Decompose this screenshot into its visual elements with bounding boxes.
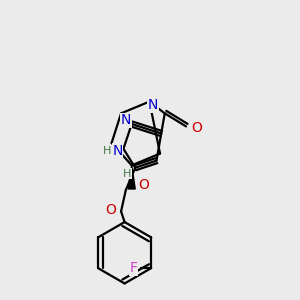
Text: O: O (191, 121, 202, 135)
Text: N: N (148, 98, 158, 112)
Polygon shape (128, 165, 135, 189)
Text: H: H (103, 146, 111, 156)
Text: H: H (123, 169, 131, 178)
Text: F: F (130, 261, 137, 275)
Text: N: N (121, 113, 131, 128)
Text: O: O (138, 178, 149, 192)
Text: N: N (112, 144, 123, 158)
Text: O: O (105, 203, 116, 217)
